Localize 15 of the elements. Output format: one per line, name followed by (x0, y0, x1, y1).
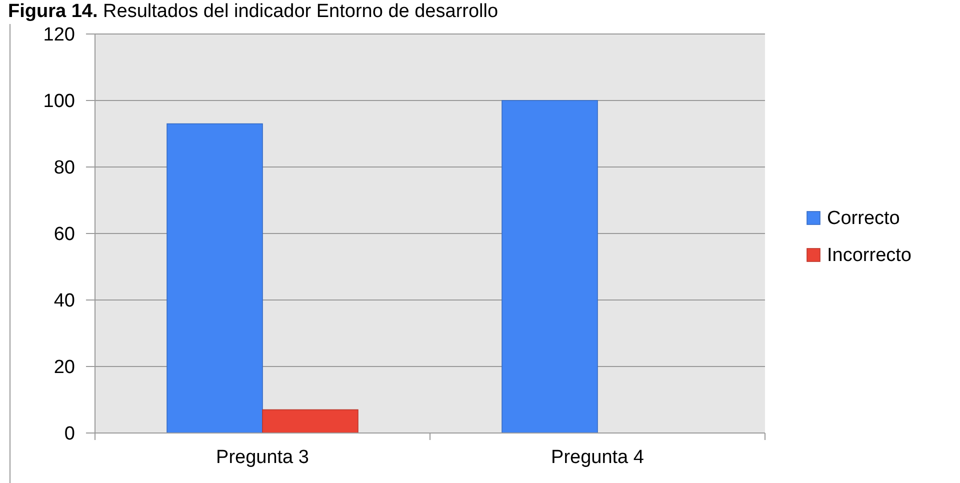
legend-label: Correcto (827, 208, 900, 230)
y-tick-label: 60 (54, 224, 75, 246)
y-tick-label: 40 (54, 290, 75, 312)
x-tick-label: Pregunta 4 (551, 447, 644, 468)
y-tick-label: 80 (54, 158, 75, 179)
chart-title: Figura 14. Resultados del indicador Entorno de desarrollo (8, 1, 498, 22)
bar (166, 123, 263, 434)
x-tick-label: Pregunta 3 (216, 447, 309, 468)
bar (502, 100, 598, 434)
bar (262, 409, 358, 434)
legend-label: Incorrecto (827, 245, 912, 266)
y-tick-label: 0 (64, 424, 75, 445)
y-tick-label: 20 (54, 357, 75, 378)
y-tick-label: 100 (43, 91, 75, 112)
y-tick-label: 120 (43, 24, 75, 46)
